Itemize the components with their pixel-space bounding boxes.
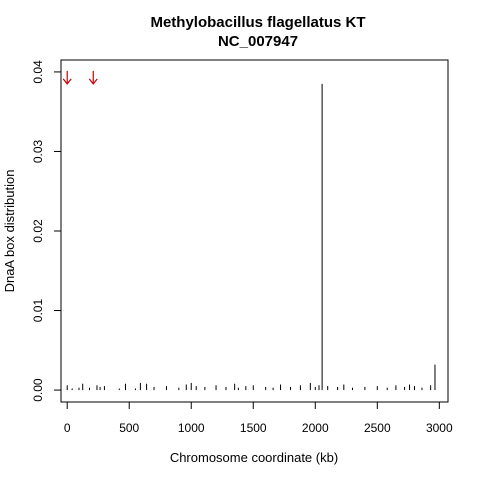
y-tick-label-1: 0.01: [31, 299, 45, 323]
x-tick-label-5: 2500: [364, 421, 391, 435]
origin-arrow-1: [88, 70, 98, 85]
y-tick-label-3: 0.03: [31, 139, 45, 163]
x-tick-label-1: 500: [119, 421, 139, 435]
x-tick-label-6: 3000: [426, 421, 453, 435]
y-axis: 0.00 0.01 0.02 0.03 0.04: [31, 60, 61, 402]
x-axis-label: Chromosome coordinate (kb): [170, 450, 338, 465]
y-tick-label-2: 0.02: [31, 219, 45, 243]
chart-title-line1: Methylobacillus flagellatus KT: [150, 14, 365, 31]
bar-series: [66, 83, 436, 391]
y-tick-label-0: 0.00: [31, 378, 45, 402]
chart-title-line2: NC_007947: [218, 33, 298, 50]
x-tick-label-2: 1000: [178, 421, 205, 435]
plot-frame: [60, 59, 449, 403]
origin-arrow-0: [62, 70, 72, 85]
y-tick-label-4: 0.04: [31, 60, 45, 84]
y-axis-label: DnaA box distribution: [2, 170, 17, 293]
x-tick-label-0: 0: [64, 421, 71, 435]
x-tick-label-3: 1500: [240, 421, 267, 435]
x-axis: 0 500 1000 1500 2000 2500 3000: [64, 402, 453, 435]
origin-arrows: [62, 70, 98, 85]
x-tick-label-4: 2000: [302, 421, 329, 435]
